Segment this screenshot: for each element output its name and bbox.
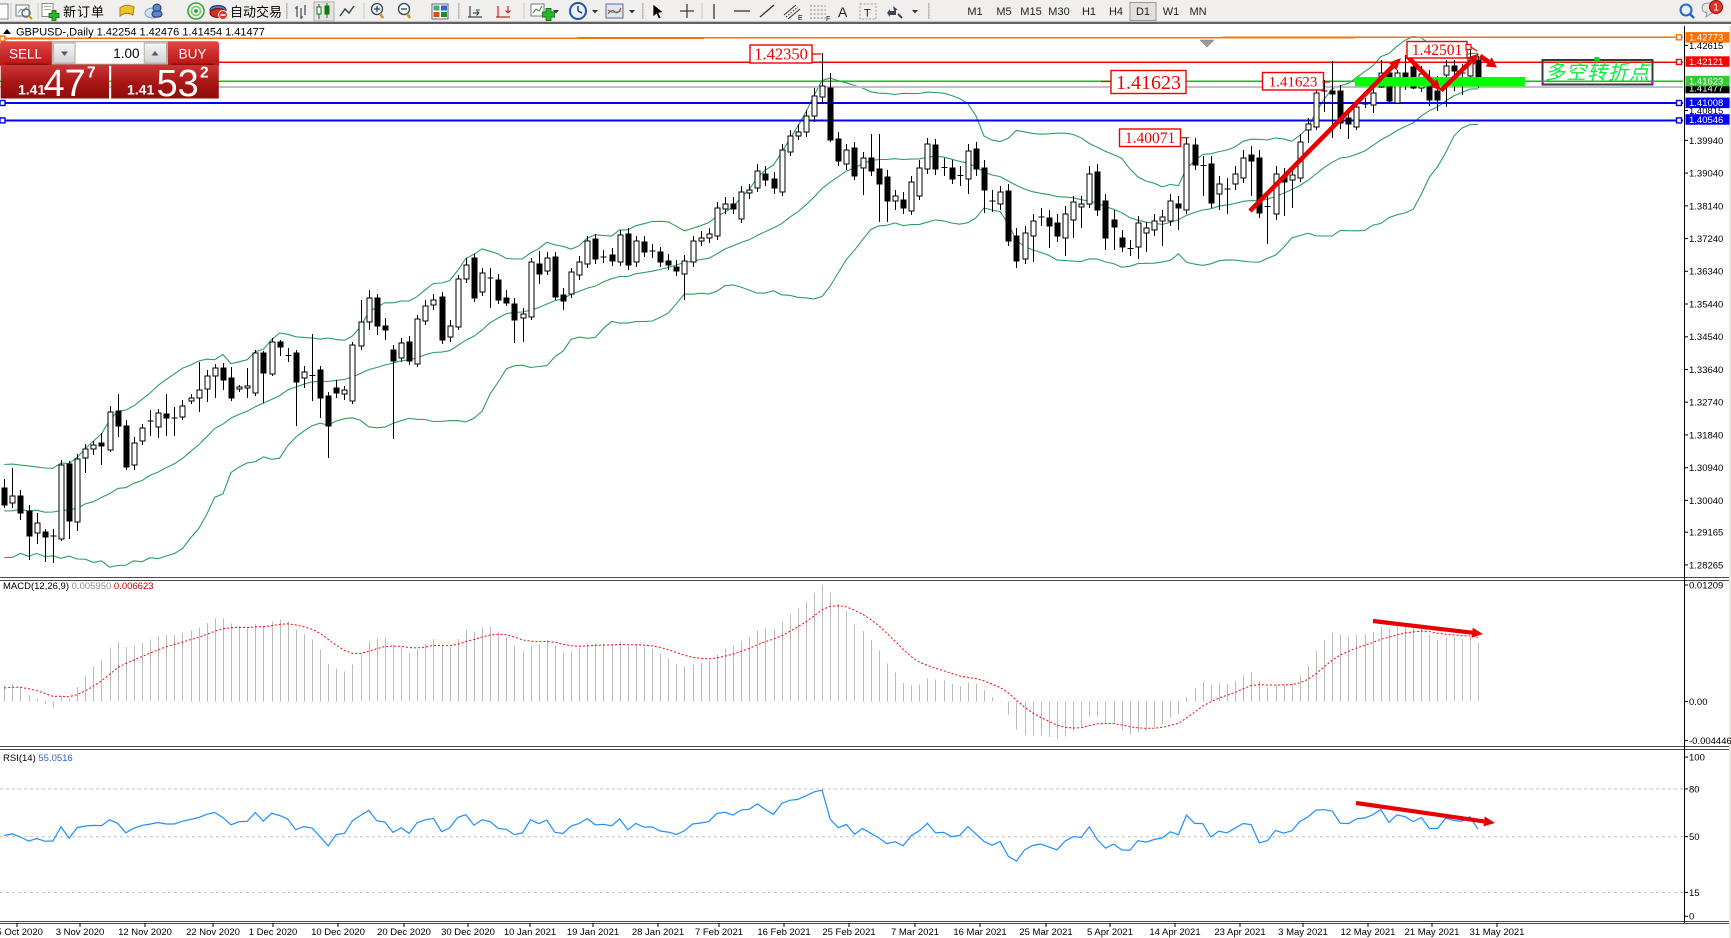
svg-text:22 Nov 2020: 22 Nov 2020 bbox=[186, 927, 240, 938]
svg-text:100: 100 bbox=[1689, 753, 1705, 764]
svg-text:BUY: BUY bbox=[179, 47, 207, 62]
svg-text:10 Dec 2020: 10 Dec 2020 bbox=[311, 927, 365, 938]
svg-text:1.33640: 1.33640 bbox=[1689, 365, 1723, 376]
svg-text:20 Dec 2020: 20 Dec 2020 bbox=[377, 927, 431, 938]
svg-text:31 May 2021: 31 May 2021 bbox=[1470, 927, 1525, 938]
svg-text:H1: H1 bbox=[1082, 6, 1096, 18]
svg-text:RSI(14) 55.0516: RSI(14) 55.0516 bbox=[3, 753, 73, 764]
svg-text:25 Mar 2021: 25 Mar 2021 bbox=[1019, 927, 1072, 938]
svg-text:1.30040: 1.30040 bbox=[1689, 496, 1723, 507]
svg-text:16 Feb 2021: 16 Feb 2021 bbox=[757, 927, 810, 938]
svg-text:A: A bbox=[838, 4, 848, 20]
svg-text:3 May 2021: 3 May 2021 bbox=[1278, 927, 1328, 938]
svg-text:1 Dec 2020: 1 Dec 2020 bbox=[249, 927, 298, 938]
svg-text:1.29165: 1.29165 bbox=[1689, 528, 1723, 539]
svg-text:1.32740: 1.32740 bbox=[1689, 398, 1723, 409]
svg-text:-0.004446: -0.004446 bbox=[1689, 736, 1731, 747]
svg-text:1.42350: 1.42350 bbox=[754, 45, 808, 64]
svg-text:14 Apr 2021: 14 Apr 2021 bbox=[1149, 927, 1200, 938]
svg-text:H4: H4 bbox=[1109, 6, 1123, 18]
svg-text:1.30940: 1.30940 bbox=[1689, 463, 1723, 474]
svg-text:E: E bbox=[798, 15, 803, 22]
svg-text:M5: M5 bbox=[996, 6, 1011, 18]
svg-text:多空转折点: 多空转折点 bbox=[1545, 62, 1651, 84]
svg-text:GBPUSD-,Daily 1.42254 1.42476: GBPUSD-,Daily 1.42254 1.42476 1.41454 1.… bbox=[16, 27, 265, 39]
svg-text:5 Apr 2021: 5 Apr 2021 bbox=[1087, 927, 1133, 938]
svg-text:1.41: 1.41 bbox=[127, 82, 154, 98]
svg-text:2: 2 bbox=[200, 65, 209, 82]
svg-text:28 Jan 2021: 28 Jan 2021 bbox=[632, 927, 684, 938]
svg-text:M30: M30 bbox=[1048, 6, 1069, 18]
svg-text:1.42615: 1.42615 bbox=[1689, 41, 1723, 52]
svg-text:1.41623: 1.41623 bbox=[1689, 76, 1723, 87]
svg-text:1.31840: 1.31840 bbox=[1689, 430, 1723, 441]
svg-text:1.42773: 1.42773 bbox=[1689, 33, 1723, 44]
svg-text:1.40546: 1.40546 bbox=[1689, 115, 1723, 126]
svg-text:1.37240: 1.37240 bbox=[1689, 234, 1723, 245]
svg-text:50: 50 bbox=[1689, 832, 1700, 843]
svg-text:M15: M15 bbox=[1020, 6, 1041, 18]
svg-text:1.39040: 1.39040 bbox=[1689, 169, 1723, 180]
svg-text:1.41623: 1.41623 bbox=[1116, 72, 1181, 94]
svg-text:T: T bbox=[864, 8, 871, 20]
svg-text:12 Nov 2020: 12 Nov 2020 bbox=[118, 927, 172, 938]
svg-text:7: 7 bbox=[87, 65, 96, 82]
svg-text:F: F bbox=[826, 16, 830, 23]
svg-text:1.41008: 1.41008 bbox=[1689, 98, 1723, 109]
svg-text:23 Apr 2021: 23 Apr 2021 bbox=[1214, 927, 1265, 938]
svg-text:1.35440: 1.35440 bbox=[1689, 299, 1723, 310]
svg-text:7 Feb 2021: 7 Feb 2021 bbox=[695, 927, 743, 938]
svg-text:7 Mar 2021: 7 Mar 2021 bbox=[891, 927, 939, 938]
svg-text:30 Dec 2020: 30 Dec 2020 bbox=[441, 927, 495, 938]
svg-text:1.38140: 1.38140 bbox=[1689, 201, 1723, 212]
svg-text:1.40815: 1.40815 bbox=[1689, 106, 1723, 117]
svg-text:12 May 2021: 12 May 2021 bbox=[1341, 927, 1396, 938]
svg-text:0.00: 0.00 bbox=[1689, 697, 1708, 708]
svg-text:1.42121: 1.42121 bbox=[1689, 57, 1723, 68]
svg-text:1.42501: 1.42501 bbox=[1412, 42, 1462, 59]
svg-text:0.01209: 0.01209 bbox=[1689, 580, 1723, 591]
svg-text:21 May 2021: 21 May 2021 bbox=[1405, 927, 1460, 938]
svg-text:D1: D1 bbox=[1136, 6, 1150, 18]
svg-text:25 Oct 2020: 25 Oct 2020 bbox=[0, 927, 43, 938]
svg-text:10 Jan 2021: 10 Jan 2021 bbox=[504, 927, 556, 938]
svg-text:25 Feb 2021: 25 Feb 2021 bbox=[822, 927, 875, 938]
svg-text:1: 1 bbox=[1713, 3, 1719, 14]
svg-text:新订单: 新订单 bbox=[63, 5, 105, 20]
svg-text:1.41: 1.41 bbox=[18, 82, 45, 98]
svg-text:1.41623: 1.41623 bbox=[1269, 74, 1318, 90]
svg-text:1.39940: 1.39940 bbox=[1689, 136, 1723, 147]
svg-text:1.40071: 1.40071 bbox=[1125, 130, 1175, 147]
svg-text:3 Nov 2020: 3 Nov 2020 bbox=[56, 927, 105, 938]
svg-text:80: 80 bbox=[1689, 784, 1700, 795]
svg-text:19 Jan 2021: 19 Jan 2021 bbox=[567, 927, 619, 938]
svg-text:SELL: SELL bbox=[9, 47, 43, 62]
svg-text:15: 15 bbox=[1689, 888, 1700, 899]
svg-text:MACD(12,26,9) 0.005950 0.00662: MACD(12,26,9) 0.005950 0.006623 bbox=[3, 581, 154, 592]
svg-text:47: 47 bbox=[44, 63, 86, 105]
svg-text:1.34540: 1.34540 bbox=[1689, 332, 1723, 343]
svg-text:M1: M1 bbox=[967, 6, 982, 18]
svg-text:1.28265: 1.28265 bbox=[1689, 560, 1723, 571]
svg-text:1.00: 1.00 bbox=[113, 46, 139, 61]
svg-text:MN: MN bbox=[1189, 6, 1206, 18]
svg-text:1.41477: 1.41477 bbox=[1689, 83, 1723, 94]
svg-text:1.36340: 1.36340 bbox=[1689, 267, 1723, 278]
svg-text:16 Mar 2021: 16 Mar 2021 bbox=[953, 927, 1006, 938]
svg-text:自动交易: 自动交易 bbox=[230, 5, 282, 20]
svg-text:53: 53 bbox=[157, 63, 199, 105]
svg-text:0: 0 bbox=[1689, 912, 1694, 923]
svg-text:W1: W1 bbox=[1163, 6, 1180, 18]
